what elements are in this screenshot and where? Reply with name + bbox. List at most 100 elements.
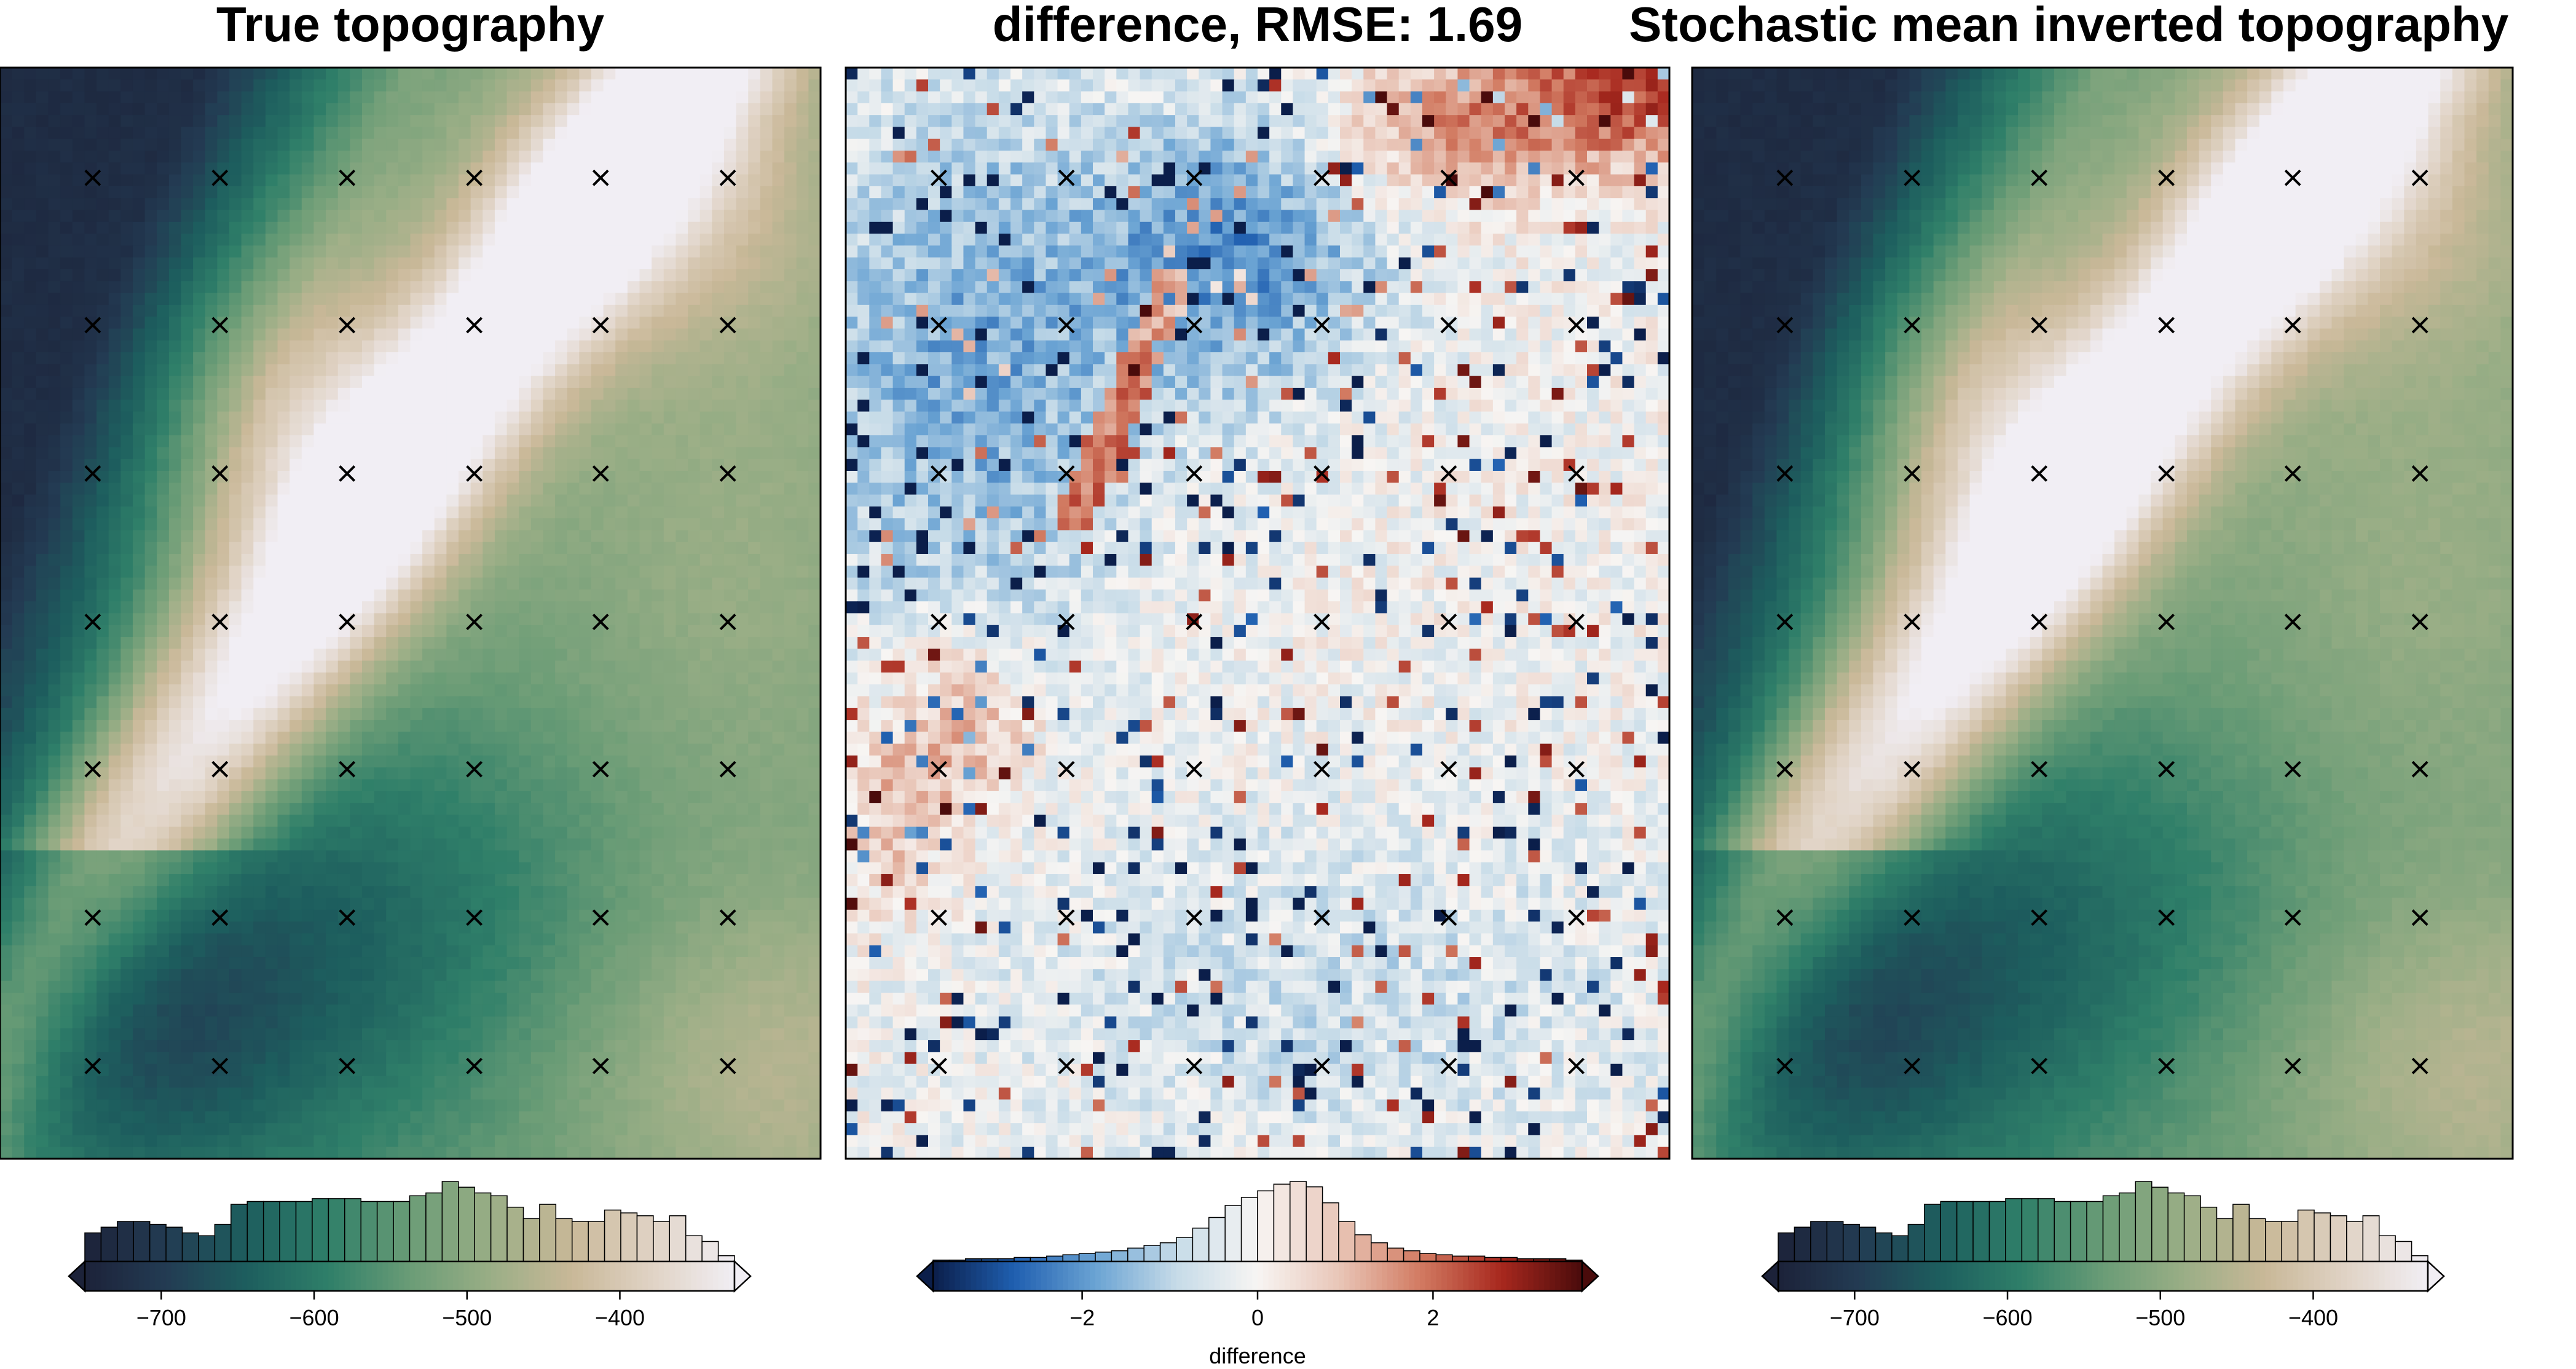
heatmap-cell: [361, 257, 375, 270]
heatmap-cell: [241, 850, 254, 863]
heatmap-cell: [265, 815, 278, 827]
heatmap-cell: [663, 874, 677, 886]
heatmap-cell: [784, 174, 797, 187]
heatmap-cell: [760, 459, 773, 471]
heatmap-cell: [120, 364, 133, 377]
heatmap-cell: [386, 767, 399, 780]
heatmap-cell: [591, 376, 604, 389]
heatmap-cell: [410, 257, 423, 270]
heatmap-cell: [579, 909, 592, 922]
heatmap-cell: [0, 115, 13, 128]
heatmap-cell: [24, 862, 37, 875]
heatmap-cell: [265, 921, 278, 934]
heatmap-cell: [519, 815, 532, 827]
heatmap-cell: [506, 767, 519, 780]
heatmap-cell: [543, 506, 556, 519]
heatmap-cell: [290, 91, 302, 104]
heatmap-cell: [410, 364, 423, 377]
heatmap-cell: [615, 293, 628, 306]
heatmap-cell: [483, 921, 495, 934]
heatmap-cell: [796, 637, 809, 649]
heatmap-cell: [772, 376, 785, 389]
heatmap-cell: [506, 459, 519, 471]
heatmap-cell: [434, 470, 447, 483]
heatmap-cell: [748, 151, 761, 163]
heatmap-cell: [615, 589, 628, 602]
heatmap-cell: [120, 660, 133, 673]
heatmap-cell: [796, 435, 809, 448]
heatmap-cell: [530, 411, 544, 424]
heatmap-cell: [652, 898, 664, 910]
heatmap-cell: [796, 423, 809, 436]
heatmap-cell: [217, 352, 230, 365]
heatmap-cell: [361, 767, 375, 780]
heatmap-cell: [555, 625, 568, 637]
heatmap-cell: [676, 210, 688, 223]
heatmap-cell: [0, 554, 13, 566]
heatmap-cell: [591, 234, 604, 246]
heatmap-cell: [422, 625, 435, 637]
heatmap-cell: [567, 138, 580, 151]
heatmap-cell: [144, 684, 157, 697]
heatmap-cell: [555, 720, 568, 733]
heatmap-cell: [265, 660, 278, 673]
heatmap-cell: [361, 649, 375, 661]
heatmap-cell: [97, 826, 109, 839]
heatmap-cell: [217, 328, 230, 341]
heatmap-cell: [0, 720, 13, 733]
heatmap-cell: [808, 732, 821, 744]
heatmap-cell: [301, 886, 315, 899]
heatmap-cell: [181, 613, 194, 626]
heatmap-cell: [459, 91, 471, 104]
heatmap-cell: [12, 411, 25, 424]
heatmap-cell: [108, 660, 121, 673]
heatmap-cell: [108, 530, 121, 543]
heatmap-cell: [144, 127, 157, 140]
heatmap-cell: [434, 352, 447, 365]
heatmap-cell: [181, 304, 194, 317]
heatmap-cell: [290, 921, 302, 934]
heatmap-cell: [723, 684, 737, 697]
heatmap-cell: [579, 127, 592, 140]
heatmap-cell: [530, 328, 544, 341]
heatmap-cell: [290, 483, 302, 495]
heatmap-cell: [639, 68, 652, 80]
heatmap-cell: [506, 850, 519, 863]
heatmap-cell: [350, 886, 363, 899]
heatmap-cell: [446, 898, 459, 910]
heatmap-cell: [277, 720, 290, 733]
heatmap-cell: [361, 423, 375, 436]
heatmap-cell: [663, 767, 677, 780]
heatmap-cell: [530, 210, 544, 223]
heatmap-cell: [519, 921, 532, 934]
heatmap-cell: [374, 554, 387, 566]
heatmap-cell: [459, 589, 471, 602]
heatmap-cell: [410, 317, 423, 329]
heatmap-cell: [290, 826, 302, 839]
heatmap-cell: [459, 874, 471, 886]
heatmap-cell: [519, 696, 532, 709]
heatmap-cell: [108, 803, 121, 816]
heatmap-cell: [72, 328, 85, 341]
heatmap-cell: [422, 672, 435, 685]
heatmap-cell: [615, 566, 628, 578]
heatmap-cell: [0, 103, 13, 116]
heatmap-cell: [772, 637, 785, 649]
heatmap-cell: [337, 850, 350, 863]
heatmap-cell: [301, 850, 315, 863]
heatmap-cell: [483, 459, 495, 471]
heatmap-cell: [736, 470, 749, 483]
heatmap-cell: [796, 162, 809, 175]
heatmap-cell: [374, 447, 387, 460]
heatmap-cell: [253, 672, 266, 685]
heatmap-cell: [519, 518, 532, 531]
heatmap-cell: [24, 826, 37, 839]
heatmap-cell: [337, 779, 350, 792]
heatmap-cell: [398, 483, 411, 495]
heatmap-cell: [699, 68, 712, 80]
heatmap-cell: [494, 601, 508, 614]
heatmap-cell: [374, 862, 387, 875]
heatmap-cell: [72, 886, 85, 899]
heatmap-cell: [555, 328, 568, 341]
heatmap-cell: [736, 589, 749, 602]
